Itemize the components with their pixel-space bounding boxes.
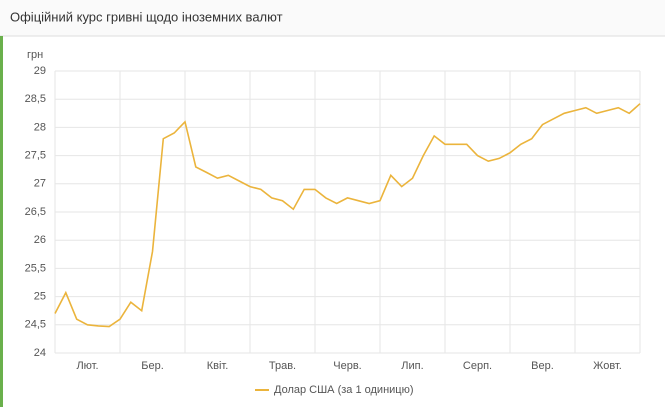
- y-tick-label: 28,5: [25, 93, 46, 105]
- y-tick-label: 27,5: [25, 150, 46, 162]
- header: [0, 0, 665, 36]
- chart-title: Офіційний курс гривні щодо іноземних вал…: [10, 9, 283, 24]
- y-tick-label: 26: [34, 234, 46, 246]
- y-tick-label: 29: [34, 65, 46, 77]
- x-tick-label: Серп.: [463, 360, 492, 372]
- x-tick-label: Жовт.: [593, 360, 622, 372]
- x-tick-label: Лют.: [76, 360, 98, 372]
- y-axis-label: грн: [27, 49, 43, 61]
- x-tick-label: Трав.: [269, 360, 296, 372]
- accent-bar: [0, 36, 3, 407]
- legend-label: Долар США (за 1 одиницю): [274, 384, 414, 396]
- series-line: [54, 103, 641, 328]
- y-tick-label: 25,5: [25, 262, 46, 274]
- x-tick-label: Бер.: [141, 360, 164, 372]
- x-tick-label: Черв.: [333, 360, 361, 372]
- x-tick-label: Лип.: [401, 360, 423, 372]
- y-tick-label: 24,5: [25, 319, 46, 331]
- y-tick-label: 25: [34, 291, 46, 303]
- y-tick-label: 28: [34, 121, 46, 133]
- y-tick-label: 24: [34, 347, 46, 359]
- y-tick-label: 27: [34, 178, 46, 190]
- y-tick-label: 26,5: [25, 206, 46, 218]
- x-tick-label: Квіт.: [207, 360, 229, 372]
- x-tick-label: Вер.: [531, 360, 554, 372]
